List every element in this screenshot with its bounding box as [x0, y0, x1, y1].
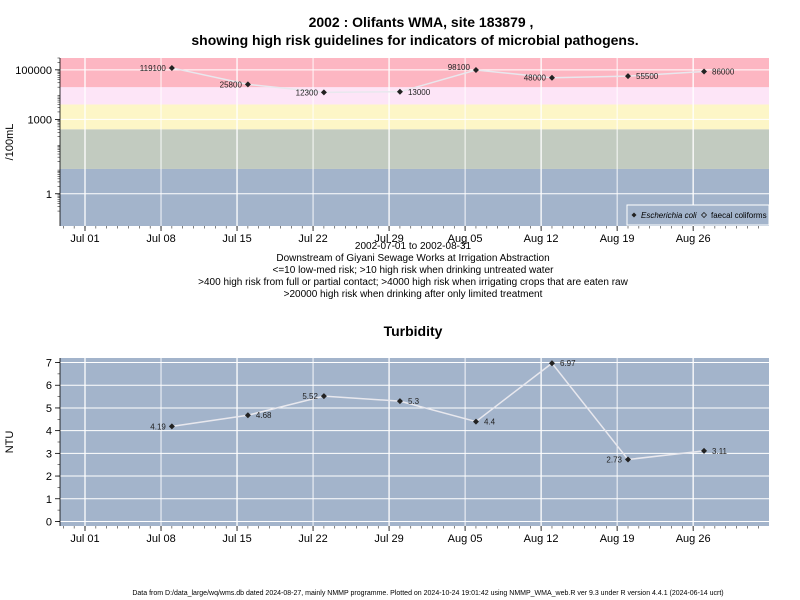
turbidity-series-line — [171, 362, 705, 461]
chart2-x-tick-label: Jul 29 — [374, 533, 403, 545]
ecoli-point-label: 55500 — [636, 72, 659, 81]
chart1-title-line1: 2002 : Olifants WMA, site 183879 , — [309, 14, 534, 30]
chart2-x-tick-label: Aug 12 — [524, 533, 559, 545]
ecoli-point — [396, 88, 403, 95]
info-line-risk-2: >400 high risk from full or partial cont… — [198, 277, 628, 288]
ecoli-point — [548, 74, 555, 81]
chart1-y-tick-label: 1000 — [28, 114, 52, 126]
legend-faecal-label: faecal coliforms — [711, 211, 767, 220]
ecoli-point — [320, 89, 327, 96]
ecoli-series-line — [171, 67, 705, 94]
chart2-y-tick-label: 2 — [46, 471, 52, 483]
chart1-title-line2: showing high risk guidelines for indicat… — [191, 32, 638, 48]
legend-ecoli-diamond-icon — [631, 212, 637, 218]
chart2-x-tick-label: Aug 05 — [448, 533, 483, 545]
chart2-plot-background — [60, 358, 769, 526]
turbidity-point — [625, 456, 631, 463]
chart1-y-axis-label: /100mL — [4, 124, 16, 161]
chart2-y-tick-label: 5 — [46, 403, 52, 415]
chart2-y-tick-label: 0 — [46, 516, 52, 528]
chart2-x-tick-label: Jul 08 — [146, 533, 175, 545]
legend-faecal-diamond-icon — [700, 211, 708, 219]
chart1-x-tick-label: Aug 12 — [524, 233, 559, 245]
chart2-axes: 0 1 2 3 4 5 6 7 Jul 01 Jul 08 Jul 15 Jul 22 Jul 29 Au… — [46, 358, 759, 545]
turbidity-point — [548, 360, 555, 367]
turbidity-point — [701, 447, 708, 454]
chart2-gridlines — [60, 358, 769, 526]
ecoli-point-label: 98100 — [448, 63, 471, 72]
turbidity-point-label: 2.73 — [606, 455, 622, 464]
chart1-series: 119100 25800 12300 13000 98100 48000 55500 8600… — [140, 63, 735, 97]
legend-ecoli-label: Escherichia coli — [641, 211, 697, 220]
turbidity-point-label: 4.19 — [150, 422, 166, 431]
ecoli-point — [701, 68, 708, 75]
ecoli-point-label: 13000 — [408, 88, 431, 97]
turbidity-point-label: 6.97 — [560, 359, 576, 368]
info-line-site: Downstream of Giyani Sewage Works at Irr… — [276, 253, 549, 264]
turbidity-point-label: 4.4 — [484, 418, 496, 427]
chart1-x-tick-label: Aug 05 — [448, 233, 483, 245]
info-line-date-range: 2002-07-01 to 2002-08-31 — [355, 241, 472, 252]
turbidity-point — [472, 418, 479, 425]
chart2-series: 4.19 4.68 5.52 5.3 4.4 6.97 2.73 3.11 — [150, 359, 727, 464]
chart2-y-tick-label: 4 — [46, 426, 52, 438]
chart1-gridlines — [60, 58, 769, 226]
chart2-y-tick-label: 6 — [46, 380, 52, 392]
chart1-x-tick-label: Jul 22 — [298, 233, 327, 245]
chart2-title: Turbidity — [384, 323, 443, 339]
chart2-x-tick-label: Aug 26 — [676, 533, 711, 545]
chart2-x-tick-label: Jul 01 — [70, 533, 99, 545]
chart1-y-tick-label: 100000 — [15, 65, 52, 77]
chart1-axes: 1 1000 100000 Jul 01 Jul 08 Jul 15 Jul 22 Jul 2… — [15, 57, 759, 245]
chart1-x-tick-label: Aug 19 — [600, 233, 635, 245]
chart2-x-tick-label: Jul 15 — [222, 533, 251, 545]
ecoli-point-label: 25800 — [220, 80, 243, 89]
turbidity-point — [244, 412, 251, 419]
chart1-x-tick-label: Jul 29 — [374, 233, 403, 245]
risk-band-1 — [60, 129, 769, 169]
ecoli-point-label: 86000 — [712, 67, 735, 76]
turbidity-point-label: 4.68 — [256, 411, 272, 420]
footer-note: Data from D:/data_large/wq/wms.db dated … — [132, 590, 723, 597]
ecoli-point — [168, 64, 175, 71]
ecoli-point-label: 119100 — [140, 64, 167, 73]
ecoli-point — [244, 81, 251, 88]
info-line-risk-1: <=10 low-med risk; >10 high risk when dr… — [273, 265, 555, 276]
turbidity-point-label: 5.52 — [302, 392, 318, 401]
chart1-x-tick-label: Jul 08 — [146, 233, 175, 245]
chart2-y-tick-label: 1 — [46, 494, 52, 506]
ecoli-point — [472, 67, 479, 74]
ecoli-point-label: 12300 — [296, 88, 319, 97]
turbidity-point-label: 3.11 — [712, 447, 728, 456]
ecoli-point-label: 48000 — [524, 74, 547, 83]
chart2-x-tick-label: Aug 19 — [600, 533, 635, 545]
risk-band-2 — [60, 104, 769, 130]
chart1-x-tick-label: Aug 26 — [676, 233, 711, 245]
chart1-y-tick-label: 1 — [46, 189, 52, 201]
ecoli-point — [625, 73, 631, 80]
turbidity-point — [396, 398, 403, 405]
chart2-x-tick-label: Jul 22 — [298, 533, 327, 545]
risk-bands — [60, 58, 769, 226]
info-line-risk-3: >20000 high risk when drinking after onl… — [284, 289, 543, 300]
legend-box — [626, 204, 770, 226]
chart2-y-axis-label: NTU — [4, 431, 16, 454]
chart1-legend: Escherichia coli faecal coliforms — [626, 204, 770, 226]
chart1-x-tick-label: Jul 01 — [70, 233, 99, 245]
turbidity-point — [320, 393, 327, 400]
chart2-y-tick-label: 7 — [46, 358, 52, 370]
turbidity-point-label: 5.3 — [408, 397, 420, 406]
risk-band-4 — [60, 58, 769, 88]
chart1-x-tick-label: Jul 15 — [222, 233, 251, 245]
turbidity-point — [168, 423, 175, 430]
chart2-y-tick-label: 3 — [46, 448, 52, 460]
